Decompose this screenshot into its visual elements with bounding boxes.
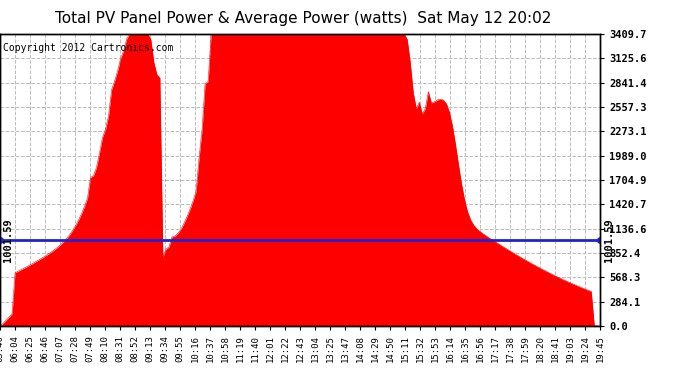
- Text: Total PV Panel Power & Average Power (watts)  Sat May 12 20:02: Total PV Panel Power & Average Power (wa…: [55, 11, 552, 26]
- Text: Copyright 2012 Cartronics.com: Copyright 2012 Cartronics.com: [3, 42, 173, 52]
- Text: 1001.59: 1001.59: [604, 219, 613, 262]
- Text: 1001.59: 1001.59: [3, 219, 13, 262]
